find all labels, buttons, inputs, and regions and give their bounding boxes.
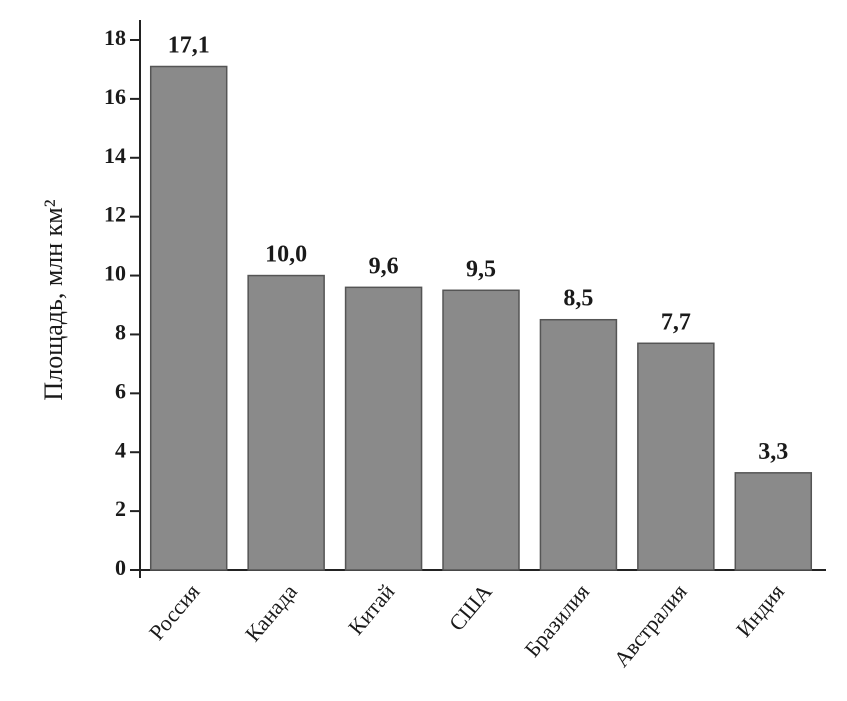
y-axis-label: Площадь, млн км² bbox=[39, 199, 68, 400]
y-tick-label: 8 bbox=[115, 319, 126, 344]
y-tick-label: 12 bbox=[104, 202, 126, 227]
x-tick-label: Канада bbox=[240, 579, 302, 646]
x-tick-label: Россия bbox=[144, 579, 205, 645]
value-label: 9,6 bbox=[369, 253, 399, 279]
value-label: 3,3 bbox=[758, 439, 788, 465]
y-tick-label: 10 bbox=[104, 261, 126, 286]
y-tick-label: 18 bbox=[104, 25, 126, 50]
bar bbox=[539, 318, 618, 571]
x-tick-label: Бразилия bbox=[519, 579, 594, 662]
y-tick-label: 0 bbox=[115, 555, 126, 580]
x-tick-label: Австралия bbox=[608, 579, 691, 671]
bar bbox=[149, 65, 228, 571]
y-tick-label: 4 bbox=[115, 437, 126, 462]
value-label: 8,5 bbox=[563, 286, 593, 312]
bar bbox=[734, 472, 813, 571]
bar bbox=[247, 274, 325, 571]
y-tick-label: 14 bbox=[104, 143, 126, 168]
value-label: 7,7 bbox=[661, 309, 691, 335]
bar bbox=[637, 342, 715, 571]
y-tick-label: 16 bbox=[104, 84, 126, 109]
y-tick-label: 2 bbox=[115, 496, 126, 521]
value-label: 10,0 bbox=[265, 242, 307, 268]
y-tick-label: 6 bbox=[115, 378, 126, 403]
bar bbox=[442, 289, 520, 571]
x-tick-label: Китай bbox=[343, 579, 399, 640]
x-tick-label: США bbox=[444, 579, 497, 636]
x-tick-label: Индия bbox=[731, 579, 789, 642]
value-label: 9,5 bbox=[466, 256, 496, 282]
bar bbox=[344, 286, 423, 571]
value-label: 17,1 bbox=[168, 33, 210, 59]
